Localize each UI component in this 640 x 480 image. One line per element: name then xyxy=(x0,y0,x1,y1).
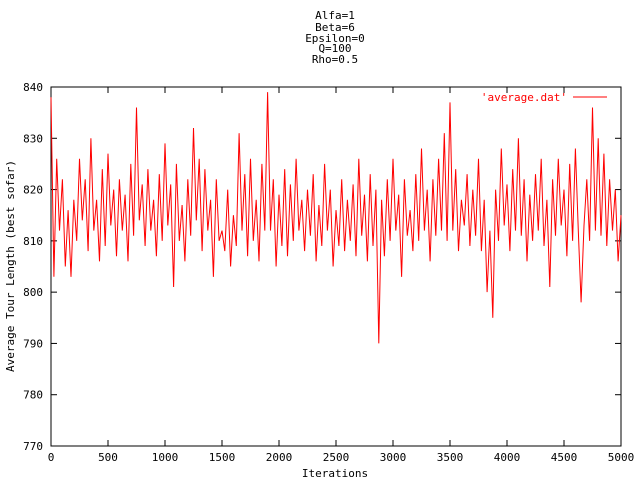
plot-area-border xyxy=(50,86,622,447)
x-tick-label: 3500 xyxy=(437,451,464,464)
y-axis: 770 780 790 800 810 820 830 840 xyxy=(23,81,621,453)
x-axis-label: Iterations xyxy=(302,467,368,480)
series-average-dat xyxy=(50,92,622,344)
legend: 'average.dat' xyxy=(481,91,607,104)
x-axis: 0 500 1000 1500 2000 2500 3000 3500 4000 4500 5000 xyxy=(48,87,635,464)
y-tick-label: 780 xyxy=(23,389,43,402)
title-line-3: Epsilon=0 xyxy=(305,32,365,45)
y-tick-label: 820 xyxy=(23,184,43,197)
y-tick-label: 810 xyxy=(23,235,43,248)
series-line xyxy=(50,92,622,344)
x-tick-label: 5000 xyxy=(608,451,635,464)
y-tick-label: 770 xyxy=(23,440,43,453)
y-tick-label: 800 xyxy=(23,286,43,299)
title-line-1: Alfa=1 xyxy=(315,9,355,22)
legend-label: 'average.dat' xyxy=(481,91,567,104)
y-tick-label: 840 xyxy=(23,81,43,94)
title-line-5: Rho=0.5 xyxy=(312,53,358,66)
x-tick-label: 2500 xyxy=(323,451,350,464)
y-tick-label: 830 xyxy=(23,132,43,145)
x-tick-label: 4500 xyxy=(551,451,578,464)
x-tick-label: 1500 xyxy=(209,451,236,464)
y-axis-label: Average Tour Length (best sofar) xyxy=(4,160,17,372)
x-tick-label: 500 xyxy=(98,451,118,464)
x-tick-label: 4000 xyxy=(494,451,521,464)
y-tick-label: 790 xyxy=(23,337,43,350)
title-line-2: Beta=6 xyxy=(315,21,355,34)
chart-title: Alfa=1 Beta=6 Epsilon=0 Q=100 Rho=0.5 xyxy=(305,9,365,66)
title-line-4: Q=100 xyxy=(318,42,351,55)
x-tick-label: 1000 xyxy=(152,451,179,464)
x-tick-label: 2000 xyxy=(266,451,293,464)
x-tick-label: 0 xyxy=(48,451,55,464)
x-tick-label: 3000 xyxy=(380,451,407,464)
